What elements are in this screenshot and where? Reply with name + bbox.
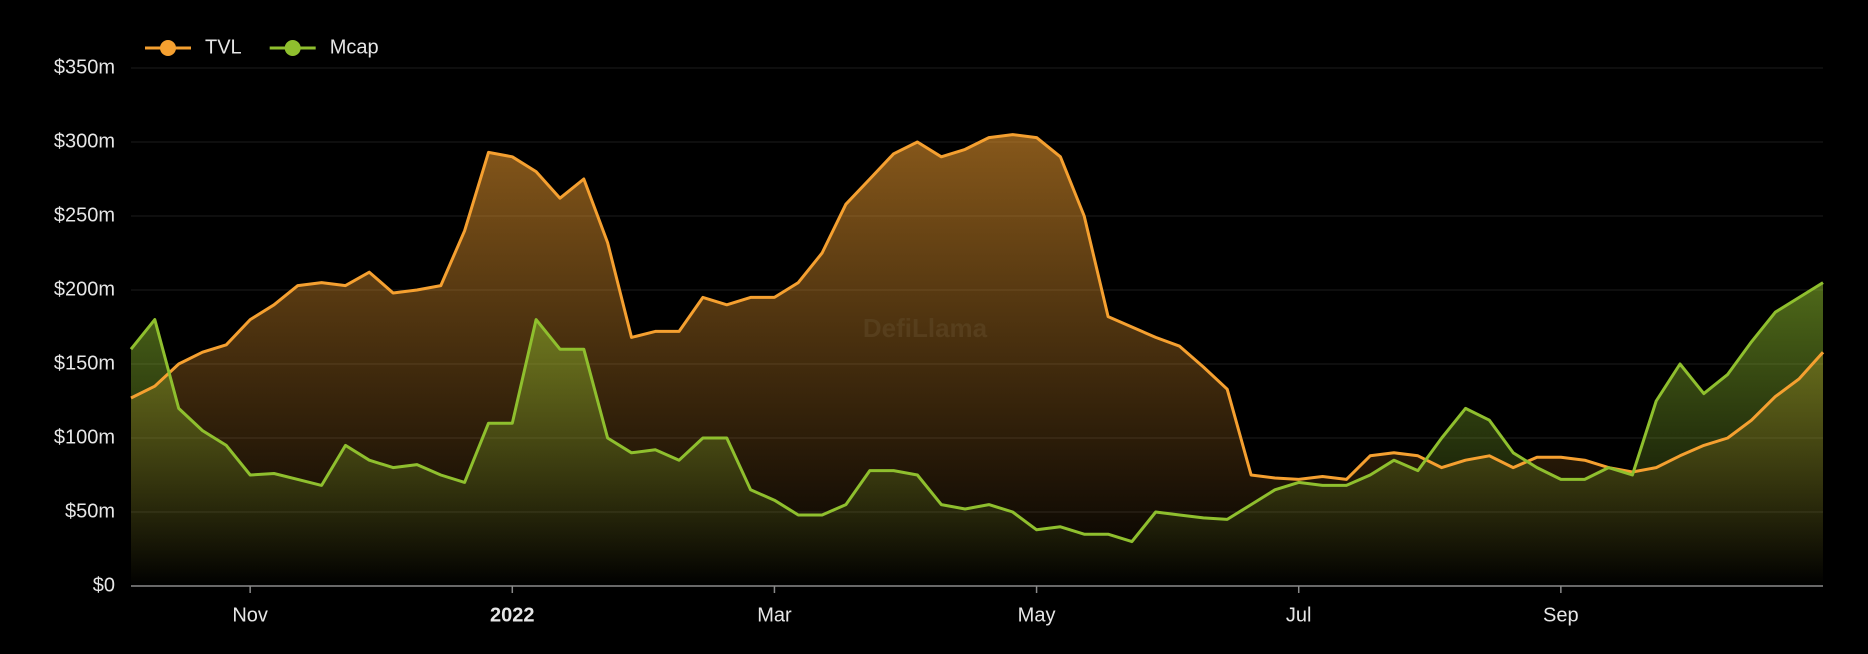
y-tick-label: $250m — [54, 204, 115, 226]
area-fill — [131, 282, 1823, 586]
y-tick-label: $150m — [54, 352, 115, 374]
series-line — [129, 281, 1824, 544]
areas — [131, 134, 1823, 586]
y-tick-label: $300m — [54, 130, 115, 152]
y-tick-label: $100m — [54, 426, 115, 448]
x-tick-label: May — [1018, 604, 1056, 626]
legend-label: TVL — [205, 36, 242, 58]
legend-marker — [160, 40, 176, 56]
x-tick-label: Sep — [1543, 604, 1579, 626]
y-tick-label: $200m — [54, 278, 115, 300]
legend-label: Mcap — [330, 36, 379, 58]
x-tick-label: Jul — [1286, 604, 1312, 626]
x-tick-label: 2022 — [490, 604, 535, 626]
y-tick-label: $350m — [54, 56, 115, 78]
y-tick-label: $0 — [93, 574, 115, 596]
y-tick-label: $50m — [65, 500, 115, 522]
legend-marker — [284, 40, 301, 56]
x-tick-label: Nov — [232, 604, 268, 626]
x-tick-label: Mar — [757, 604, 792, 626]
series-line — [130, 133, 1825, 481]
legend: TVL Mcap — [145, 36, 379, 58]
axes: $0 $50m $100m $150m $200m $250m $300m $350m Nov 2… — [54, 56, 1823, 626]
lines — [129, 133, 1825, 544]
watermark: DefiLlama — [863, 313, 988, 343]
